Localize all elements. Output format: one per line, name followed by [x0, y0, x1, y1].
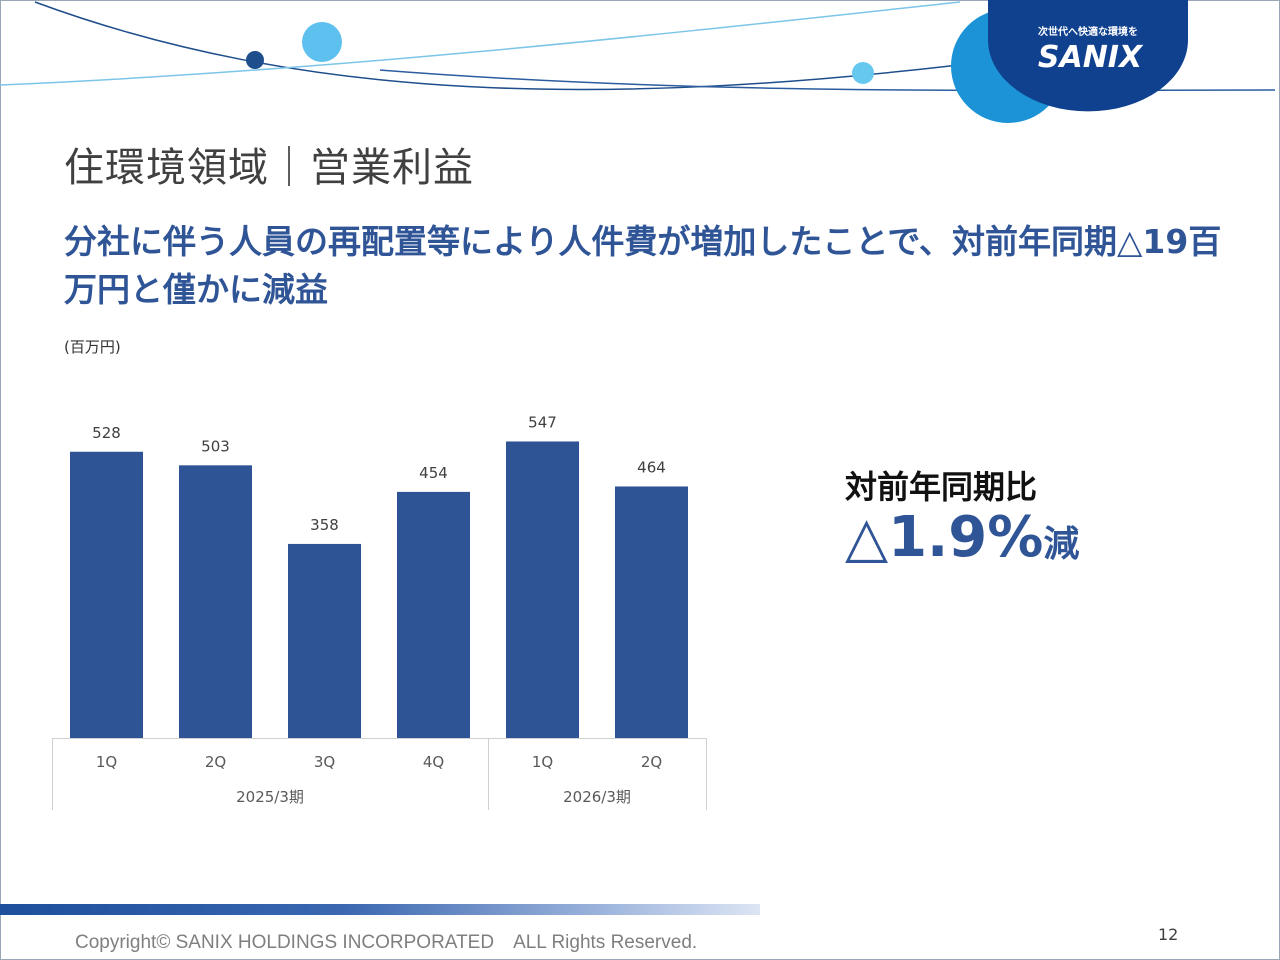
logo-badge	[988, 0, 1188, 112]
page-title: 住環境領域｜営業利益	[64, 145, 474, 191]
x-tick-label: 3Q	[314, 753, 335, 771]
bubble-small-dark	[246, 51, 264, 69]
yoy-suffix: 減	[1043, 524, 1080, 565]
x-tick-label: 1Q	[532, 753, 553, 771]
page-number: 12	[1158, 925, 1179, 944]
bar	[506, 441, 579, 738]
logo-tagline: 次世代へ快適な環境を	[1038, 25, 1138, 38]
x-tick-label: 1Q	[96, 753, 117, 771]
x-group-label: 2026/3期	[563, 788, 631, 806]
bar	[288, 543, 361, 738]
bar	[615, 486, 688, 738]
bar	[397, 491, 470, 738]
x-tick-label: 2Q	[641, 753, 662, 771]
data-label: 358	[310, 516, 339, 534]
bar	[70, 451, 143, 738]
headline: 分社に伴う人員の再配置等により人件費が増加したことで、対前年同期△19百万円と僅…	[64, 222, 1222, 309]
data-label: 503	[201, 437, 230, 455]
data-label: 464	[637, 458, 666, 476]
footer-bar	[0, 904, 760, 915]
bubble-large	[302, 22, 342, 62]
x-tick-label: 4Q	[423, 753, 444, 771]
wave-line-light	[0, 1, 961, 86]
x-tick-label: 2Q	[205, 753, 226, 771]
copyright: Copyright© SANIX HOLDINGS INCORPORATED A…	[75, 932, 698, 953]
x-group-label: 2025/3期	[236, 788, 304, 806]
data-label: 528	[92, 424, 121, 442]
operating-profit-bar-chart: 528 1Q 503 2Q 358 3Q 454 4Q 547 1Q 464 2Q 2025/3期 202…	[52, 413, 707, 810]
unit-label: (百万円)	[64, 338, 121, 356]
data-label: 547	[528, 413, 557, 431]
data-label: 454	[419, 464, 448, 482]
bar	[179, 465, 252, 738]
wave-line-dark	[34, 1, 1001, 91]
logo-brand: SANIX	[1038, 40, 1144, 75]
yoy-value: △1.9%減	[845, 505, 1079, 570]
yoy-percentage: △1.9%	[845, 505, 1044, 570]
header-decoration: 次世代へ快適な環境を SANIX	[0, 0, 1276, 123]
yoy-title: 対前年同期比	[845, 468, 1038, 506]
bubble-small-light	[852, 62, 874, 84]
